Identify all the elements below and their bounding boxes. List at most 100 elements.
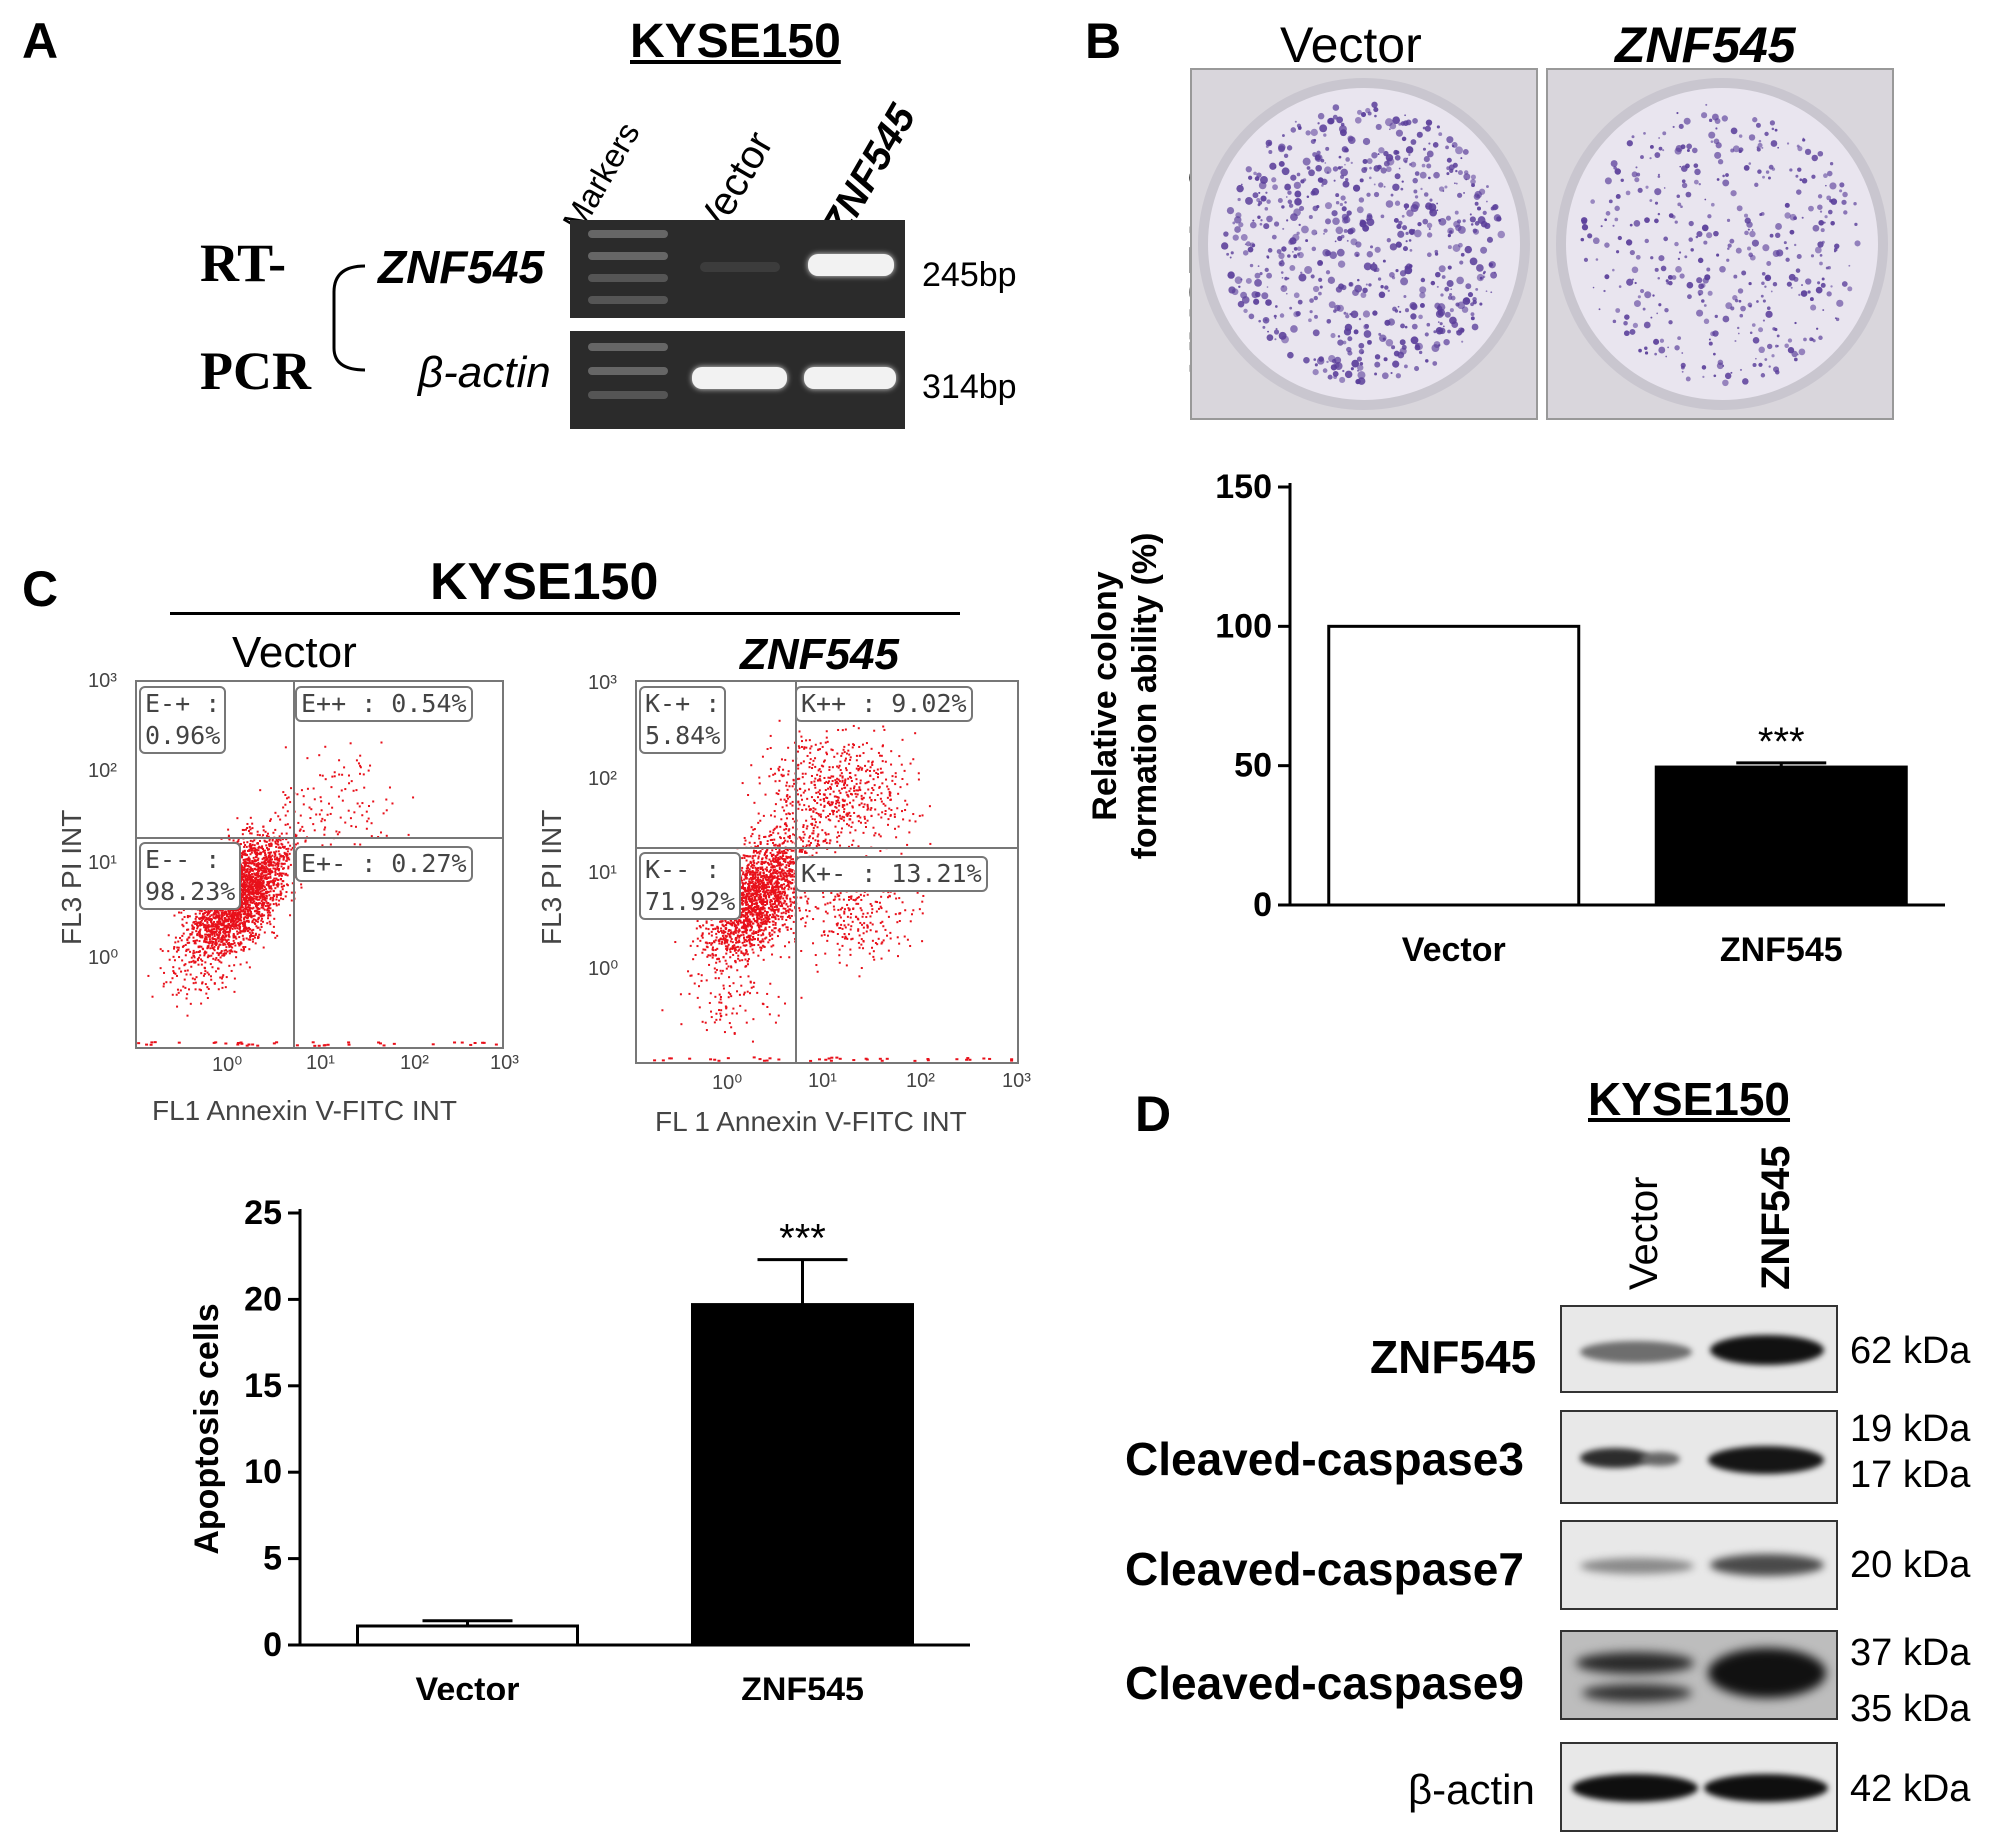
plate-label-vector: Vector [1280, 17, 1422, 73]
flow-ylabel-vector: FL3 PI INT [56, 809, 87, 945]
flow-ytick: 10¹ [88, 852, 117, 874]
blot-band [1572, 1774, 1698, 1802]
flow-xtick: 10² [400, 1052, 429, 1074]
flow-ytick: 10³ [88, 670, 117, 692]
quad-label-lr: E+- : 0.27% [295, 846, 473, 882]
quad-label-ll: K-- :71.92% [639, 852, 742, 920]
marker-band [588, 274, 668, 282]
blot-band [1576, 1652, 1694, 1674]
wb-label-cc9: Cleaved-caspase9 [1125, 1657, 1524, 1709]
flow-ytick: 10³ [588, 672, 617, 694]
quad-label-ul: K-+ :5.84% [639, 686, 727, 754]
quad-label-ul: E-+ :0.96% [139, 686, 227, 754]
flow-ytick: 10⁰ [588, 958, 619, 980]
flow-ytick: 10² [588, 768, 617, 790]
panel-letter-a: A [22, 13, 59, 69]
panel-c-rule [170, 612, 960, 615]
blot-cc7 [1560, 1520, 1838, 1610]
category-label: Vector [1402, 931, 1506, 969]
bar [1654, 765, 1908, 907]
blot-band [1710, 1335, 1824, 1365]
quad-label-ll: E-- :98.23% [139, 842, 242, 910]
marker-band [588, 296, 668, 304]
apoptosis-bar-chart: 0 5 10 15 20 25 Vector *** ZNF545 Apoptosis cells [188, 1194, 970, 1700]
blot-band [1580, 1341, 1692, 1363]
colony-plate-vector [1190, 68, 1538, 420]
wb-lane-vector: Vector [1622, 1176, 1666, 1290]
y-tick-label: 0 [1253, 886, 1272, 924]
flow-xlabel-vector: FL1 Annexin V-FITC INT [152, 1095, 457, 1126]
colonies-vector [1221, 101, 1506, 385]
blot-cc9 [1560, 1630, 1838, 1720]
category-label: ZNF545 [1720, 931, 1843, 969]
flow-ytick: 10² [88, 760, 117, 782]
panel-letter-d: D [1135, 1086, 1172, 1142]
flow-xtick: 10¹ [306, 1052, 335, 1074]
gene-label-beta-actin: β-actin [418, 348, 551, 397]
flow-xtick: 10² [906, 1070, 935, 1092]
category-label: ZNF545 [741, 1671, 864, 1700]
kda-35: 35 kDa [1850, 1688, 1971, 1730]
marker-band [588, 230, 668, 238]
y-tick-label: 50 [1234, 747, 1272, 785]
flow-ytick: 10¹ [588, 862, 617, 884]
y-tick-label: 15 [244, 1367, 282, 1405]
flow-ytick: 10⁰ [88, 947, 119, 969]
panel-a-cell-line: KYSE150 [630, 15, 841, 68]
category-label: Vector [416, 1671, 520, 1700]
y-tick-label: 20 [244, 1280, 282, 1318]
flow-xtick: 10⁰ [212, 1054, 243, 1076]
blot-znf545 [1560, 1305, 1838, 1393]
panel-letter-c: C [22, 561, 59, 617]
wb-label-beta-actin: β-actin [1408, 1766, 1535, 1813]
y-tick-label: 25 [244, 1194, 282, 1232]
significance-mark: *** [779, 1217, 826, 1261]
marker-band [588, 367, 668, 375]
blot-band [1704, 1774, 1828, 1802]
panel-c-cell-line: KYSE150 [430, 553, 659, 611]
rt-label: RT- [200, 233, 287, 293]
marker-band [588, 343, 668, 351]
significance-mark: *** [1758, 720, 1805, 764]
bar [691, 1303, 914, 1647]
marker-band [588, 391, 668, 399]
kda-42: 42 kDa [1850, 1768, 1971, 1810]
gel-beta-actin [570, 331, 905, 429]
flow-xlabel-znf545: FL 1 Annexin V-FITC INT [655, 1106, 967, 1137]
pcr-label: PCR [200, 341, 311, 401]
panel-letter-b: B [1085, 13, 1122, 69]
y-axis-label: formation ability (%) [1126, 533, 1164, 860]
wb-label-cc7: Cleaved-caspase7 [1125, 1543, 1524, 1595]
panel-d-cell-line: KYSE150 [1588, 1073, 1791, 1125]
size-314bp: 314bp [922, 368, 1017, 406]
flow-xtick: 10³ [1002, 1070, 1031, 1092]
wb-label-znf545: ZNF545 [1370, 1331, 1537, 1383]
quad-label-lr: K+- : 13.21% [795, 856, 988, 892]
quad-label-ur: K++ : 9.02% [795, 686, 973, 722]
blot-cc3 [1560, 1410, 1838, 1504]
quadrant-hline [637, 847, 1017, 849]
kda-20: 20 kDa [1850, 1544, 1971, 1586]
quad-label-ur: E++ : 0.54% [295, 686, 473, 722]
colonies-znf545 [1580, 103, 1861, 387]
y-axis-label: Apoptosis cells [188, 1303, 226, 1554]
y-tick-label: 150 [1215, 470, 1272, 506]
flow-xtick: 10⁰ [712, 1072, 743, 1094]
blot-beta-actin [1560, 1742, 1838, 1832]
bracket [332, 264, 366, 372]
kda-37: 37 kDa [1850, 1632, 1971, 1674]
kda-17: 17 kDa [1850, 1454, 1971, 1496]
colony-bar-chart: 0 50 100 150 Vector *** ZNF545 Relative colony f… [1086, 470, 1945, 969]
quadrant-hline [137, 837, 502, 839]
bar [1327, 624, 1581, 907]
y-tick-label: 5 [263, 1540, 282, 1578]
y-tick-label: 100 [1215, 607, 1272, 645]
flow-xtick: 10³ [490, 1052, 519, 1074]
flow-plot-vector: E-+ :0.96% E++ : 0.54% E-- :98.23% E+- :… [135, 680, 504, 1049]
znf545-actin-band [804, 367, 896, 389]
y-tick-label: 0 [263, 1626, 282, 1664]
plate-label-znf545: ZNF545 [1615, 17, 1796, 73]
petri-dish [1556, 78, 1888, 410]
y-tick-label: 10 [244, 1453, 282, 1491]
flow-title-vector: Vector [232, 628, 357, 677]
